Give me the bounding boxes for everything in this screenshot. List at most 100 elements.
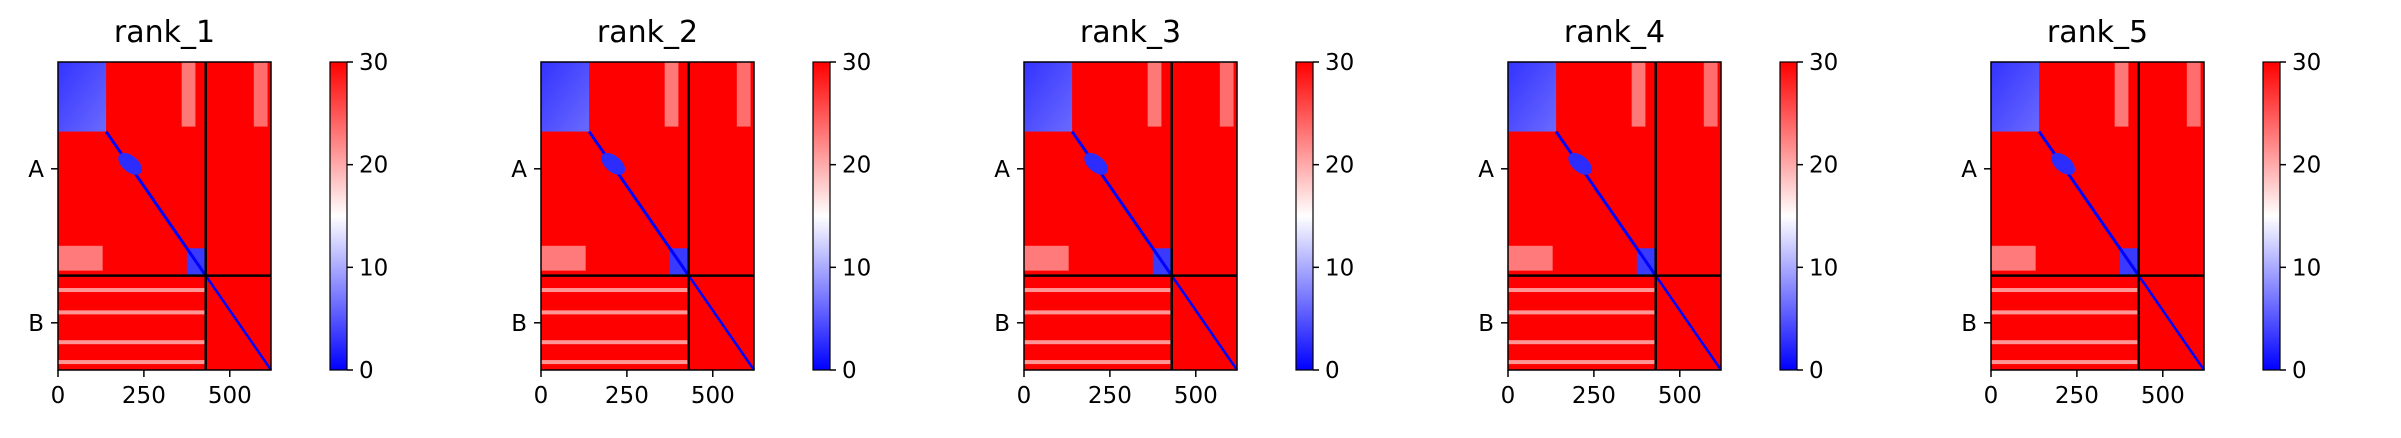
stripe-ab-top <box>253 62 268 127</box>
diagonal-blob <box>1084 152 1109 175</box>
stripe-a-bottom <box>1991 245 2036 271</box>
texture-row-b-3 <box>541 340 689 345</box>
domain-block-a1 <box>58 62 107 132</box>
colorbar-tick-label: 10 <box>2292 255 2321 281</box>
diagonal-b <box>204 274 273 371</box>
panel-title: rank_1 <box>114 15 215 50</box>
x-tick-label: 0 <box>51 383 66 409</box>
panel-title: rank_5 <box>2047 15 2148 50</box>
colorbar-tick-label: 30 <box>2292 50 2321 76</box>
colorbar-tick-label: 30 <box>842 50 871 76</box>
texture-row-b-2 <box>58 310 206 315</box>
x-tick-label: 500 <box>691 383 735 409</box>
domain-block-a1 <box>1991 62 2040 132</box>
texture-row-b-1 <box>1024 288 1172 293</box>
diagonal-b <box>2137 274 2206 371</box>
panel-title: rank_4 <box>1564 15 1665 50</box>
y-tick-label: A <box>1478 157 1494 183</box>
x-tick-label: 250 <box>1572 383 1616 409</box>
stripe-a-bottom <box>58 245 103 271</box>
texture-row-b-3 <box>1991 340 2139 345</box>
texture-row-b-1 <box>1508 288 1656 293</box>
x-tick-label: 250 <box>605 383 649 409</box>
heatmap-panel-5: rank_5 0 250 500 A B 0 10 20 30 <box>1961 15 2321 409</box>
panel-title: rank_2 <box>597 15 698 50</box>
colorbar-tick-label: 0 <box>842 358 857 384</box>
heatmap-frame <box>540 61 755 371</box>
colorbar <box>2262 61 2281 371</box>
texture-row-b-4 <box>1024 360 1172 365</box>
diagonal-b <box>1170 274 1239 371</box>
colorbar-tick-label: 0 <box>359 358 374 384</box>
stripe-a-top <box>1147 62 1162 127</box>
y-tick-label: B <box>28 311 44 337</box>
texture-row-b-3 <box>58 340 206 345</box>
diagonal-b <box>687 274 756 371</box>
colorbar <box>1295 61 1314 371</box>
colorbar-tick-label: 20 <box>359 153 388 179</box>
colorbar-tick-label: 20 <box>842 153 871 179</box>
stripe-a-top <box>2114 62 2129 127</box>
x-tick-label: 500 <box>2141 383 2185 409</box>
texture-row-b-2 <box>1024 310 1172 315</box>
diagonal-blob <box>118 152 143 175</box>
colorbar-tick-label: 10 <box>1325 255 1354 281</box>
diagonal-b <box>1654 274 1723 371</box>
texture-row-b-4 <box>1508 360 1656 365</box>
diagonal-blob <box>601 152 626 175</box>
heatmap-frame <box>1990 61 2205 371</box>
y-tick-label: B <box>1478 311 1494 337</box>
texture-row-b-1 <box>1991 288 2139 293</box>
panel-title: rank_3 <box>1080 15 1181 50</box>
stripe-a-bottom <box>1024 245 1069 271</box>
heatmap-panel-1: rank_1 0 250 500 A B 0 10 20 30 <box>28 15 388 409</box>
stripe-ab-top <box>1219 62 1234 127</box>
heatmap-panel-4: rank_4 0 250 500 A B 0 10 20 30 <box>1478 15 1838 409</box>
x-tick-label: 500 <box>208 383 252 409</box>
diagonal-blob <box>1568 152 1593 175</box>
y-tick-label: B <box>994 311 1010 337</box>
texture-row-b-3 <box>1024 340 1172 345</box>
texture-row-b-2 <box>541 310 689 315</box>
stripe-a-bottom <box>1508 245 1553 271</box>
y-tick-label: A <box>994 157 1010 183</box>
colorbar-tick-label: 20 <box>2292 153 2321 179</box>
colorbar-tick-label: 30 <box>1809 50 1838 76</box>
stripe-ab-top <box>736 62 751 127</box>
colorbar-tick-label: 30 <box>1325 50 1354 76</box>
x-tick-label: 0 <box>1017 383 1032 409</box>
texture-row-b-1 <box>541 288 689 293</box>
colorbar <box>812 61 831 371</box>
texture-row-b-4 <box>541 360 689 365</box>
texture-row-b-3 <box>1508 340 1656 345</box>
texture-row-b-4 <box>1991 360 2139 365</box>
texture-row-b-1 <box>58 288 206 293</box>
x-tick-label: 250 <box>2055 383 2099 409</box>
stripe-a-top <box>181 62 196 127</box>
stripe-a-top <box>664 62 679 127</box>
colorbar-tick-label: 0 <box>2292 358 2307 384</box>
stripe-a-bottom <box>541 245 586 271</box>
heatmap-panel-2: rank_2 0 250 500 A B 0 10 20 30 <box>511 15 871 409</box>
colorbar-tick-label: 0 <box>1325 358 1340 384</box>
colorbar <box>1779 61 1798 371</box>
domain-block-a1 <box>541 62 590 132</box>
heatmap-frame <box>1507 61 1722 371</box>
y-tick-label: A <box>1961 157 1977 183</box>
x-tick-label: 500 <box>1174 383 1218 409</box>
heatmap-frame <box>57 61 272 371</box>
y-tick-label: A <box>511 157 527 183</box>
stripe-ab-top <box>1703 62 1718 127</box>
colorbar-tick-label: 0 <box>1809 358 1824 384</box>
x-tick-label: 250 <box>122 383 166 409</box>
stripe-ab-top <box>2186 62 2201 127</box>
stripe-a-top <box>1631 62 1646 127</box>
diagonal-blob <box>2051 152 2076 175</box>
x-tick-label: 0 <box>1501 383 1516 409</box>
colorbar-tick-label: 10 <box>359 255 388 281</box>
heatmap-frame <box>1023 61 1238 371</box>
texture-row-b-4 <box>58 360 206 365</box>
y-tick-label: A <box>28 157 44 183</box>
colorbar <box>329 61 348 371</box>
x-tick-label: 0 <box>1984 383 1999 409</box>
